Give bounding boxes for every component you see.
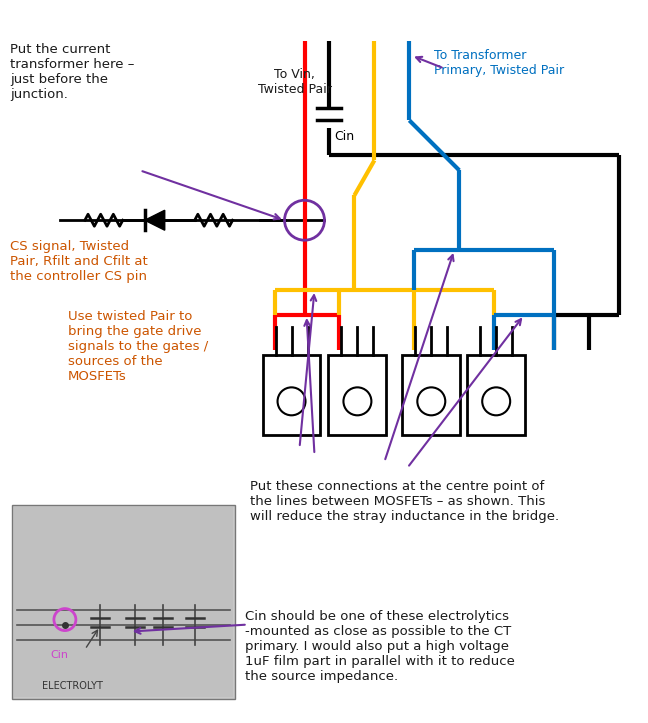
Text: Put the current
transformer here –
just before the
junction.: Put the current transformer here – just … — [10, 43, 134, 100]
Text: Cin: Cin — [50, 649, 68, 659]
Bar — [402, 355, 460, 435]
Bar — [329, 355, 386, 435]
Text: CS signal, Twisted
Pair, Rfilt and Cfilt at
the controller CS pin: CS signal, Twisted Pair, Rfilt and Cfilt… — [10, 240, 148, 283]
Text: Cin: Cin — [334, 130, 354, 143]
Text: Cin should be one of these electrolytics
-mounted as close as possible to the CT: Cin should be one of these electrolytics… — [244, 609, 515, 683]
Bar — [262, 355, 321, 435]
Text: Put these connections at the centre point of
the lines between MOSFETs – as show: Put these connections at the centre poin… — [249, 480, 559, 523]
Polygon shape — [145, 210, 165, 230]
Text: ELECTROLYT: ELECTROLYT — [42, 682, 103, 691]
Text: To Transformer
Primary, Twisted Pair: To Transformer Primary, Twisted Pair — [434, 48, 564, 77]
Text: To Vin,
Twisted Pair: To Vin, Twisted Pair — [258, 69, 332, 96]
Bar — [467, 355, 525, 435]
Text: Use twisted Pair to
bring the gate drive
signals to the gates /
sources of the
M: Use twisted Pair to bring the gate drive… — [68, 310, 208, 383]
Bar — [12, 505, 235, 699]
Bar — [14, 507, 233, 698]
